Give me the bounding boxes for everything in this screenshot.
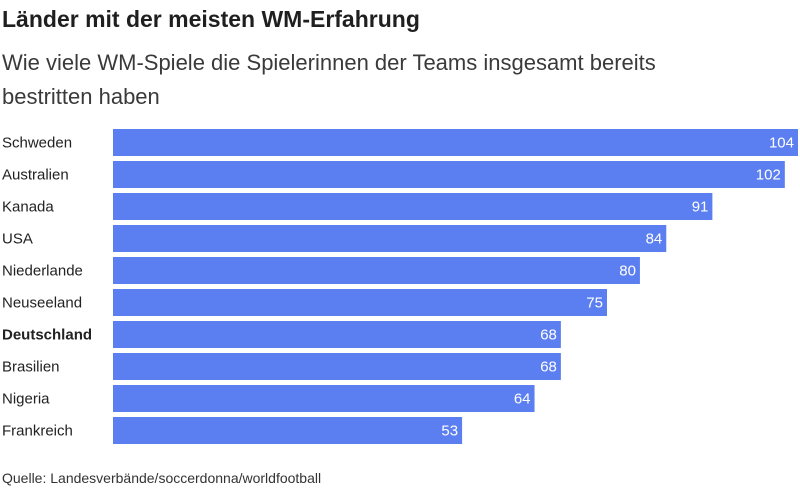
value-label-neuseeland: 75 <box>586 295 603 312</box>
category-label-usa: USA <box>2 231 33 248</box>
source-note: Quelle: Landesverbände/soccerdonna/world… <box>2 470 322 486</box>
value-label-usa: 84 <box>646 231 663 248</box>
bar-nigeria <box>113 385 535 412</box>
value-label-deutschland: 68 <box>540 327 557 344</box>
value-label-niederlande: 80 <box>619 263 636 280</box>
bar-australien <box>113 161 785 188</box>
category-label-niederlande: Niederlande <box>2 263 83 280</box>
value-label-brasilien: 68 <box>540 359 557 376</box>
bar-deutschland <box>113 321 561 348</box>
category-label-australien: Australien <box>2 167 69 184</box>
value-label-nigeria: 64 <box>514 391 531 408</box>
category-label-frankreich: Frankreich <box>2 423 73 440</box>
bar-kanada <box>113 193 713 220</box>
category-label-brasilien: Brasilien <box>2 359 60 376</box>
bar-frankreich <box>113 417 463 444</box>
category-label-neuseeland: Neuseeland <box>2 295 82 312</box>
bar-chart: Schweden 104 Australien 102 Kanada 91 USA 84 Nie… <box>2 129 798 444</box>
bar-brasilien <box>113 353 561 380</box>
value-label-australien: 102 <box>756 167 781 184</box>
value-label-frankreich: 53 <box>441 423 458 440</box>
category-label-nigeria: Nigeria <box>2 391 50 408</box>
value-label-schweden: 104 <box>769 135 794 152</box>
category-label-deutschland: Deutschland <box>2 327 92 344</box>
value-label-kanada: 91 <box>692 199 709 216</box>
bar-usa <box>113 225 667 252</box>
chart-title: Länder mit der meisten WM-Erfahrung <box>2 6 420 32</box>
category-label-kanada: Kanada <box>2 199 54 216</box>
bar-schweden <box>113 129 798 156</box>
bar-neuseeland <box>113 289 607 316</box>
bar-niederlande <box>113 257 640 284</box>
category-label-schweden: Schweden <box>2 135 72 152</box>
chart-subtitle: Wie viele WM-Spiele die Spielerinnen der… <box>2 50 656 109</box>
